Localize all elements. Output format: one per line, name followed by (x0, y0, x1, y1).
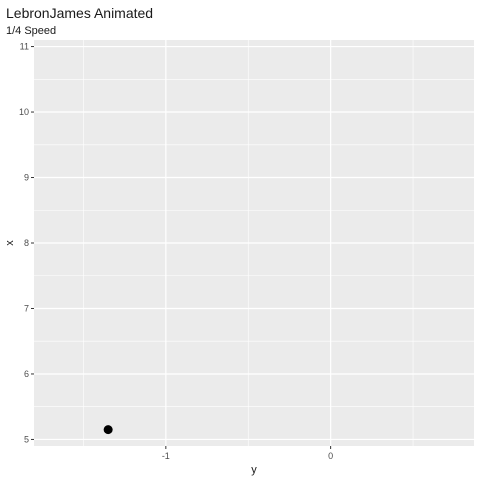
y-tick-label: 7 (24, 303, 29, 313)
y-axis-label: x (4, 240, 16, 246)
y-tick-label: 6 (24, 369, 29, 379)
data-points (103, 425, 113, 435)
y-tick-label: 8 (24, 238, 29, 248)
chart-title: LebronJames Animated (6, 5, 153, 21)
x-tick-label: 0 (328, 451, 333, 461)
y-tick-label: 11 (20, 42, 29, 52)
data-point (103, 425, 113, 435)
x-axis-label: y (251, 464, 257, 476)
x-axis-ticks: -1 0 (162, 446, 333, 461)
chart-subtitle: 1/4 Speed (6, 25, 56, 37)
major-gridlines (34, 40, 474, 446)
y-tick-label: 10 (19, 107, 29, 117)
x-tick-label: -1 (162, 451, 170, 461)
y-tick-label: 9 (24, 173, 29, 183)
y-tick-label: 5 (24, 434, 29, 444)
y-axis-ticks: 5 6 7 8 9 10 11 (19, 42, 34, 444)
